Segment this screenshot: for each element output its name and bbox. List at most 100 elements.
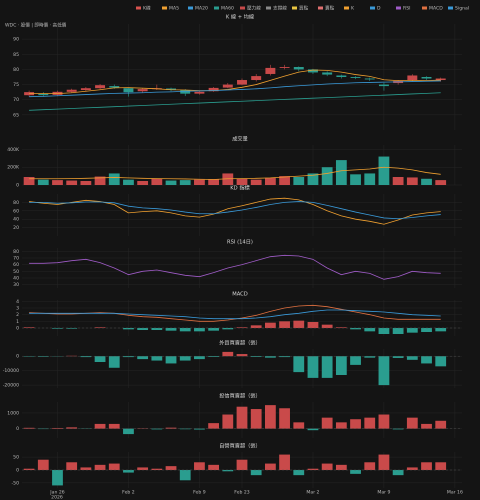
bar — [364, 356, 376, 358]
bar — [208, 423, 220, 429]
bar — [66, 328, 78, 329]
series-line — [29, 166, 441, 180]
bar — [378, 454, 390, 470]
y-tick-label: 1000 — [7, 410, 19, 416]
bar — [37, 459, 49, 470]
y-tick-label: 3 — [16, 306, 19, 312]
chart-title: 外資買賣超（張） — [219, 339, 261, 347]
bar — [250, 470, 262, 476]
bar — [108, 356, 120, 368]
bar — [80, 356, 92, 358]
bar — [52, 328, 63, 329]
y-tick-label: 400K — [7, 147, 20, 153]
y-tick-label: 0 — [16, 354, 19, 360]
legend-swatch — [240, 6, 245, 10]
bar — [194, 356, 205, 360]
bar — [250, 179, 262, 185]
bar — [37, 356, 49, 357]
bar — [194, 179, 205, 185]
bar — [435, 462, 447, 470]
bar — [307, 356, 319, 378]
candle-body — [137, 89, 148, 92]
candle-body — [208, 87, 219, 92]
y-tick-label: 0 — [16, 468, 19, 474]
bar — [123, 179, 134, 185]
series-line — [29, 201, 441, 220]
bar — [335, 356, 347, 375]
bar — [264, 322, 276, 328]
bar — [23, 468, 35, 470]
legend-label: MA5 — [169, 6, 179, 12]
bar — [137, 181, 149, 185]
chart-title: KD 指標 — [230, 184, 250, 192]
bar — [208, 356, 220, 357]
bar — [94, 176, 106, 185]
bar — [364, 328, 376, 332]
legend-label: RSI — [403, 6, 410, 12]
chart-title: 自營買賣超（張） — [219, 442, 261, 450]
y-tick-label: 80 — [13, 67, 19, 73]
x-tick-label: Mar 2 — [306, 490, 319, 496]
bar — [264, 405, 276, 429]
bar — [435, 180, 447, 185]
series-line — [29, 92, 441, 111]
y-tick-label: 200K — [7, 165, 20, 171]
bar — [179, 470, 191, 481]
bar — [378, 328, 390, 334]
bar — [66, 180, 78, 185]
bar — [392, 328, 404, 334]
bar — [194, 462, 205, 470]
bar — [321, 417, 333, 429]
bar — [279, 408, 290, 429]
candle-body — [308, 69, 318, 73]
candle-body — [251, 76, 262, 81]
series-line — [29, 254, 441, 280]
y-tick-label: 0 — [16, 326, 19, 332]
bar — [264, 463, 276, 470]
bar — [222, 328, 234, 330]
bar — [378, 156, 390, 185]
bar — [307, 173, 319, 185]
bar — [179, 328, 191, 332]
bar — [108, 173, 120, 185]
bar — [307, 428, 319, 431]
candle-body — [336, 75, 347, 77]
bar — [435, 420, 447, 429]
legend-label: MA60 — [221, 6, 234, 12]
bar — [151, 356, 163, 361]
bar — [194, 328, 205, 332]
y-tick-label: -10000 — [3, 368, 19, 374]
x-tick-label: Mar 16 — [447, 490, 463, 496]
bar — [335, 160, 347, 185]
legend-swatch — [344, 6, 349, 10]
candle-body — [180, 90, 191, 94]
bar — [321, 167, 333, 185]
bar — [335, 464, 347, 470]
bar — [321, 324, 333, 328]
series-line — [29, 69, 441, 95]
y-tick-label: 60 — [13, 208, 19, 214]
bar — [137, 356, 149, 360]
legend-swatch — [214, 6, 219, 10]
candle-body — [123, 88, 134, 93]
y-tick-label: 1 — [16, 319, 19, 325]
bar — [250, 325, 262, 328]
legend-label: MACD — [429, 6, 443, 12]
candle-body — [350, 77, 361, 78]
y-tick-label: 30 — [13, 282, 19, 288]
bar — [350, 174, 361, 185]
bar — [264, 356, 276, 358]
legend-swatch — [448, 6, 453, 10]
bar — [392, 428, 404, 430]
bar — [293, 320, 305, 328]
candle-body — [322, 72, 333, 75]
legend-swatch — [396, 6, 401, 10]
bar — [421, 328, 432, 332]
bar — [123, 328, 134, 330]
bar — [406, 417, 418, 429]
bar — [236, 406, 248, 429]
candle-body — [38, 93, 49, 96]
bar — [236, 178, 248, 185]
x-tick-label: Feb 2 — [122, 490, 135, 496]
y-tick-label: 75 — [13, 82, 19, 88]
